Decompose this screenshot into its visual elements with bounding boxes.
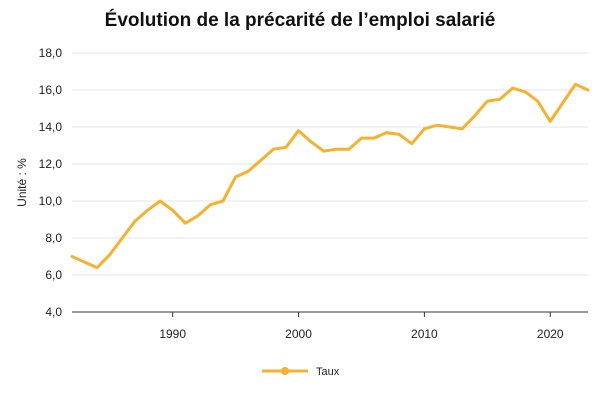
y-tick-label: 18,0 (39, 46, 63, 60)
y-tick-label: 12,0 (39, 157, 63, 171)
legend-dot-marker (281, 367, 289, 375)
y-tick-label: 8,0 (45, 231, 62, 245)
y-axis-ticks: 4,0 6,0 8,0 10,0 12,0 14,0 16,0 18,0 (39, 46, 63, 319)
series-line-taux[interactable] (70, 82, 590, 270)
y-tick-label: 6,0 (45, 268, 62, 282)
y-tick-label: 16,0 (39, 83, 63, 97)
x-axis-ticks: 1990 2000 2010 2020 (159, 312, 564, 341)
chart-title: Évolution de la précarité de l’emploi sa… (105, 9, 496, 31)
y-axis-title: Unité : % (15, 158, 29, 207)
x-tick-label: 2010 (411, 327, 438, 341)
legend[interactable]: Taux (262, 366, 340, 378)
y-tick-label: 10,0 (39, 194, 63, 208)
x-tick-label: 1990 (159, 327, 186, 341)
legend-label: Taux (316, 366, 340, 378)
series-layer (70, 82, 590, 270)
x-tick-label: 2020 (537, 327, 564, 341)
x-tick-label: 2000 (285, 327, 312, 341)
y-tick-label: 14,0 (39, 120, 63, 134)
gridlines (72, 52, 588, 276)
y-tick-label: 4,0 (45, 305, 62, 319)
